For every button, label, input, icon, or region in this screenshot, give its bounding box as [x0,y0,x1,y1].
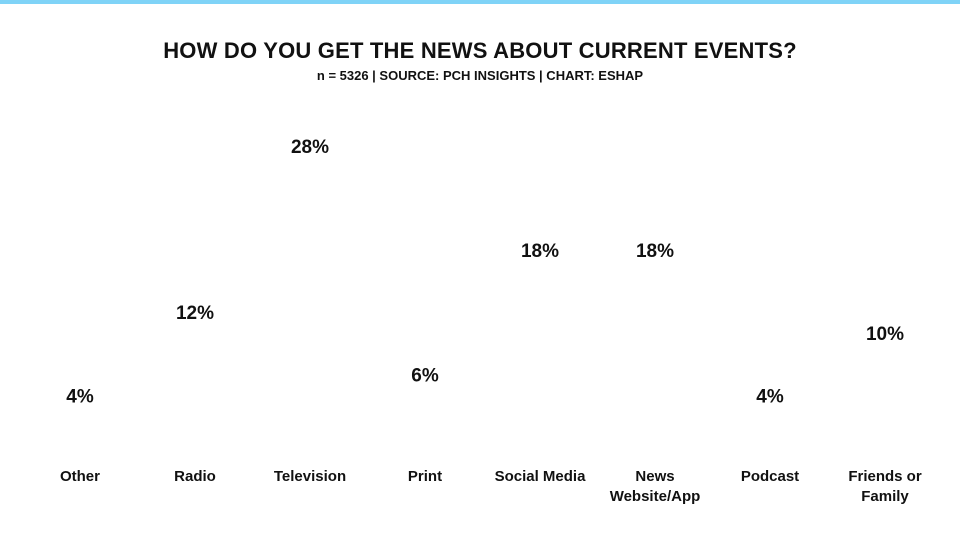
value-label: 4% [66,386,94,407]
column-television: 28% Television [258,137,362,485]
column-news-website-app: 18% News Website/App [603,241,707,505]
category-label: Radio [174,468,216,485]
flag-ball-icon [603,248,707,352]
flag-ball-icon [833,352,937,456]
flag-ball-icon [143,248,247,352]
value-label: 18% [521,241,559,262]
value-label: 12% [176,303,214,324]
chart-subtitle: n = 5326 | SOURCE: PCH INSIGHTS | CHART:… [316,68,644,83]
value-label: 18% [636,241,674,262]
value-label: 4% [756,386,784,407]
column-social-media: 18% Social Media [488,241,592,485]
flag-ball-icon [488,352,592,456]
column-print: 6% Print [373,366,477,485]
flag-ball-icon [603,352,707,456]
category-label: Television [274,468,346,485]
column-friends-or-family: 10% Friends or Family [833,324,937,505]
category-label: Friends or Family [848,468,922,505]
flag-ball-icon [488,248,592,352]
column-radio: 12% Radio [143,248,247,485]
flag-ball-icon [258,144,362,248]
category-label: Other [60,468,100,485]
top-accent-bar [0,0,960,4]
column-other: 4% Other [28,386,132,485]
column-podcast: 4% Podcast [718,386,822,485]
flag-ball-icon [258,248,362,352]
category-label: Print [408,468,442,485]
category-label: Social Media [495,468,587,485]
flag-ball-icon [143,352,247,456]
value-label: 10% [866,324,904,345]
category-label: Podcast [741,468,799,485]
category-label: News Website/App [610,468,701,505]
chart-title: HOW DO YOU GET THE NEWS ABOUT CURRENT EV… [163,38,797,63]
value-label: 28% [291,137,329,158]
value-label: 6% [411,366,439,387]
flag-ball-icon [258,352,362,456]
